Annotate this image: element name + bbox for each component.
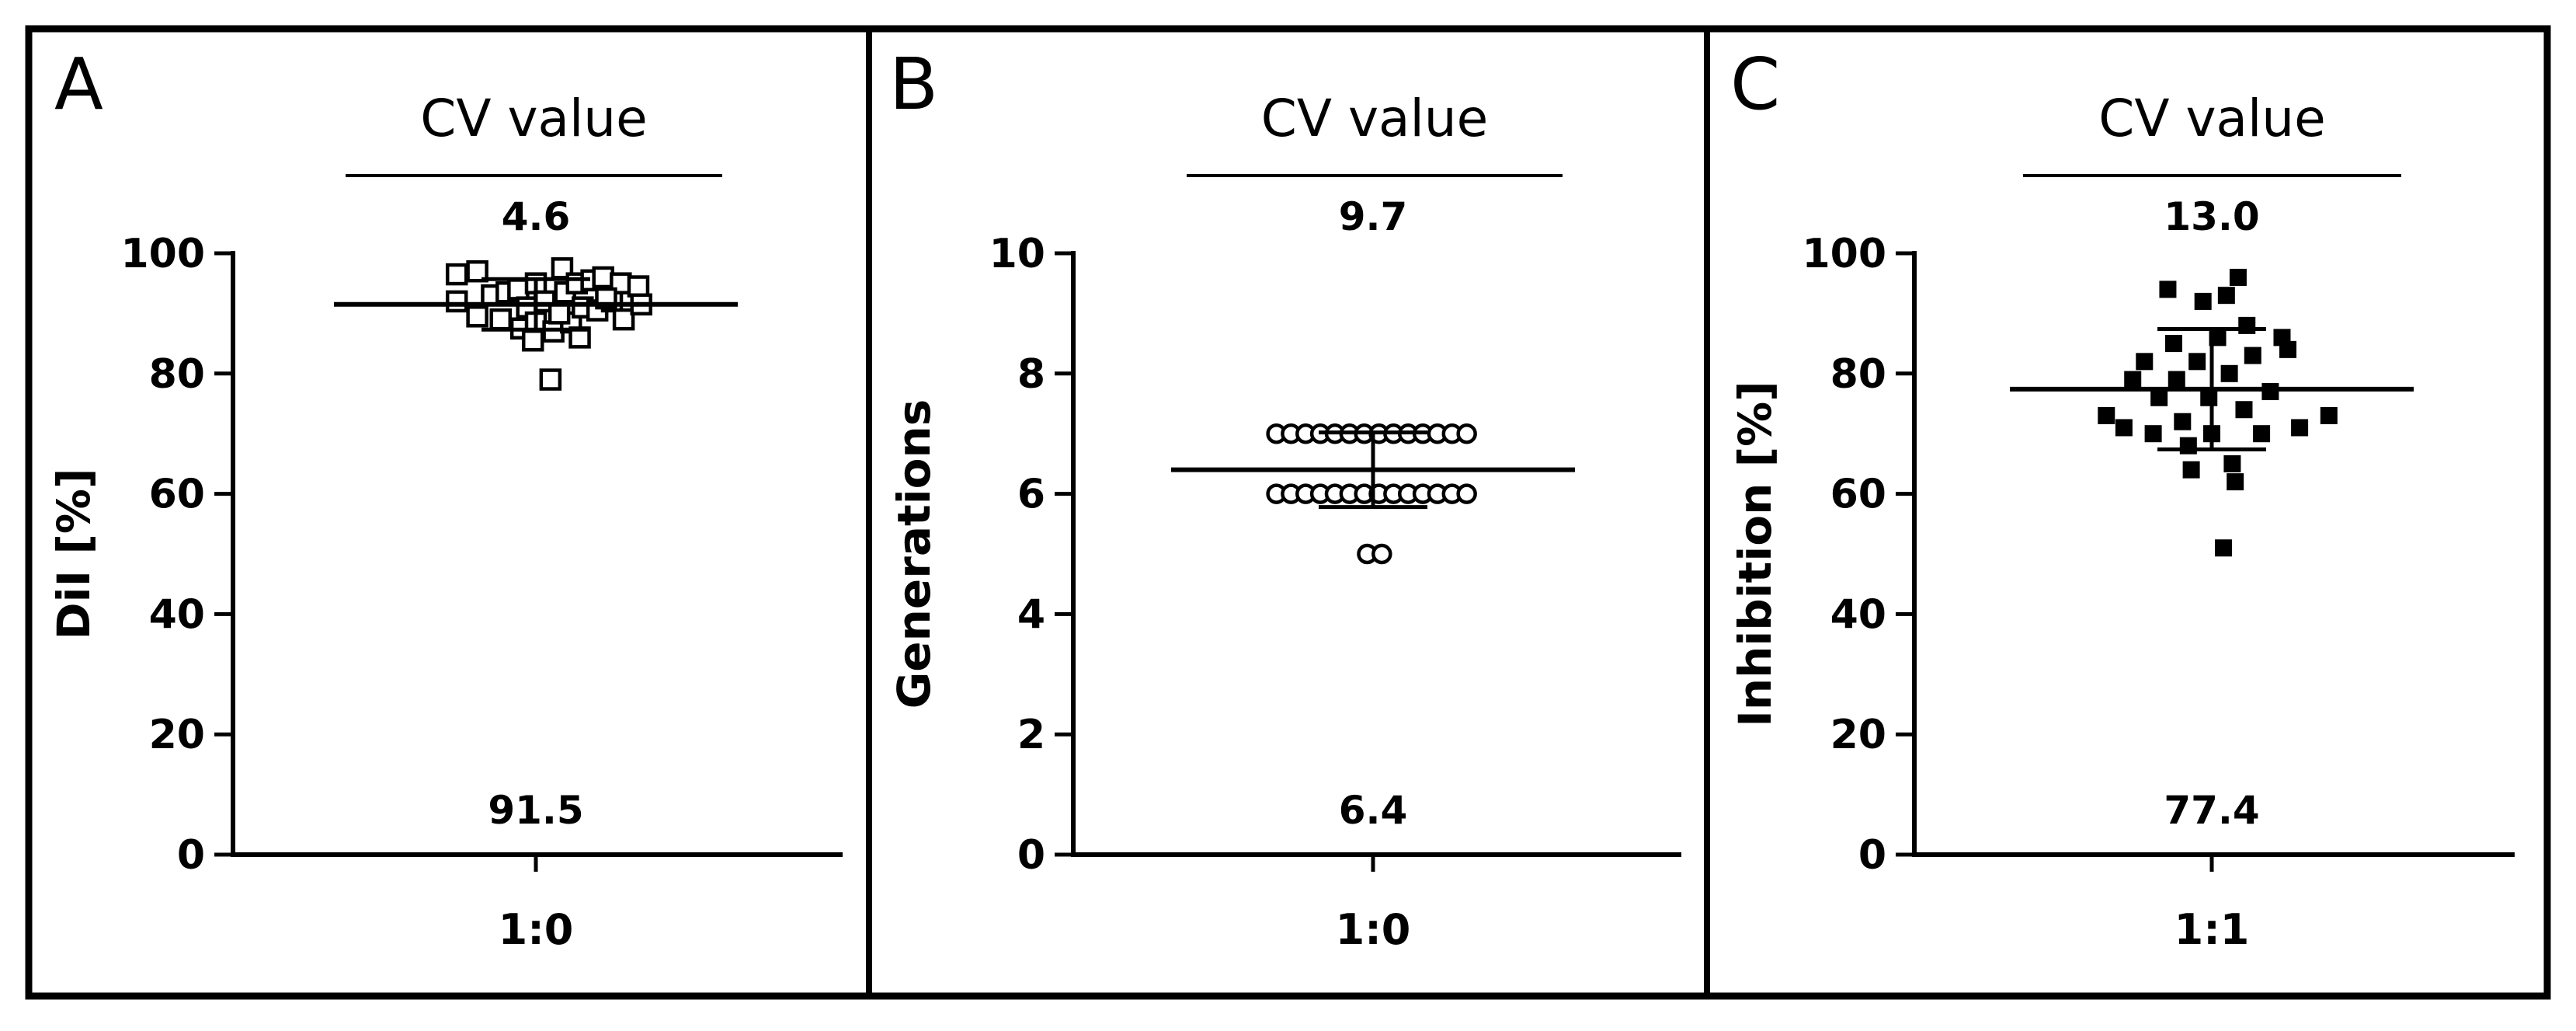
x-category-label: 1:0 [1336,905,1411,954]
data-point [539,368,562,391]
data-point [2150,388,2168,406]
mean-label: 6.4 [1339,788,1408,833]
data-point [521,329,544,352]
y-tick-label: 100 [120,231,205,277]
data-point [2220,364,2238,382]
data-point [1371,543,1392,565]
data-point [612,308,635,331]
data-point [1456,423,1477,444]
data-point [2261,383,2279,401]
data-point [2244,347,2261,364]
cv-value: 13.0 [2164,194,2259,239]
data-point [2174,413,2192,430]
y-tick-label: 0 [1017,832,1045,879]
x-category-label: 1:0 [499,905,574,954]
data-point [2279,340,2297,358]
data-point [2164,335,2182,353]
panel-c: C CV value 13.0 0 20 40 60 80 100 Inhibition [%] 1… [1729,43,2515,954]
data-points [2098,268,2338,557]
y-tick-label: 60 [149,472,205,518]
data-point [2253,425,2271,443]
data-point [445,290,468,313]
y-tick-label: 8 [1017,351,1045,398]
panel-letter: B [889,43,938,126]
data-point [2200,388,2218,406]
data-points [1266,423,1477,565]
cv-title: CV value [2098,89,2326,148]
data-point [2098,406,2115,424]
data-point [2115,419,2133,437]
data-point [2291,419,2309,437]
data-point [2159,280,2177,298]
y-tick-label: 20 [1830,712,1886,758]
y-tick-label: 0 [1858,832,1886,879]
data-point [2227,473,2244,491]
data-point [2124,371,2142,388]
y-axis-label: DiI [%] [47,468,100,640]
y-tick-label: 4 [1017,591,1045,638]
data-point [627,275,650,298]
y-axis-label: Generations [888,399,940,709]
mean-label: 77.4 [2164,788,2259,833]
data-point [1456,483,1477,504]
data-point [2223,455,2241,472]
y-tick-label: 40 [149,591,205,638]
y-tick-label: 80 [149,351,205,398]
data-point [466,305,488,328]
figure-frame [25,25,2551,1000]
y-tick-label: 6 [1017,472,1045,518]
panel-b: B CV value 9.7 0 2 4 6 8 10 Generations 1:0 6.4 [888,43,1681,954]
data-point [2144,425,2162,443]
panel-letter: C [1730,43,1780,126]
y-tick-label: 20 [149,712,205,758]
data-point [2179,437,2197,455]
data-point [489,308,513,331]
y-tick-label: 2 [1017,712,1045,758]
y-tick-label: 10 [989,231,1045,277]
cv-value: 9.7 [1339,194,1408,239]
y-axis-label: Inhibition [%] [1729,381,1782,727]
data-point [2136,353,2154,371]
data-point [2217,287,2235,305]
panel-letter: A [54,43,103,126]
data-point [2229,268,2247,286]
cv-value: 4.6 [502,194,571,239]
data-point [445,263,468,286]
data-point [2235,401,2253,419]
y-tick-label: 40 [1830,591,1886,638]
x-category-label: 1:1 [2174,905,2250,954]
cv-title: CV value [420,89,648,148]
y-tick-label: 100 [1802,231,1886,277]
data-point [2194,292,2212,310]
data-point [2188,353,2206,371]
data-point [2168,371,2185,388]
y-tick-label: 80 [1830,351,1886,398]
data-point [2215,539,2233,557]
y-tick-label: 60 [1830,472,1886,518]
cv-title: CV value [1261,89,1489,148]
data-point [2182,461,2200,479]
mean-label: 91.5 [488,788,583,833]
data-point [2320,406,2338,424]
data-point [466,259,488,283]
data-point [2238,316,2256,334]
panel-a: A CV value 4.6 0 20 40 60 80 100 DiI [%] 1:0 91.5 [47,43,843,954]
data-point [548,302,571,325]
y-tick-label: 0 [177,832,205,879]
